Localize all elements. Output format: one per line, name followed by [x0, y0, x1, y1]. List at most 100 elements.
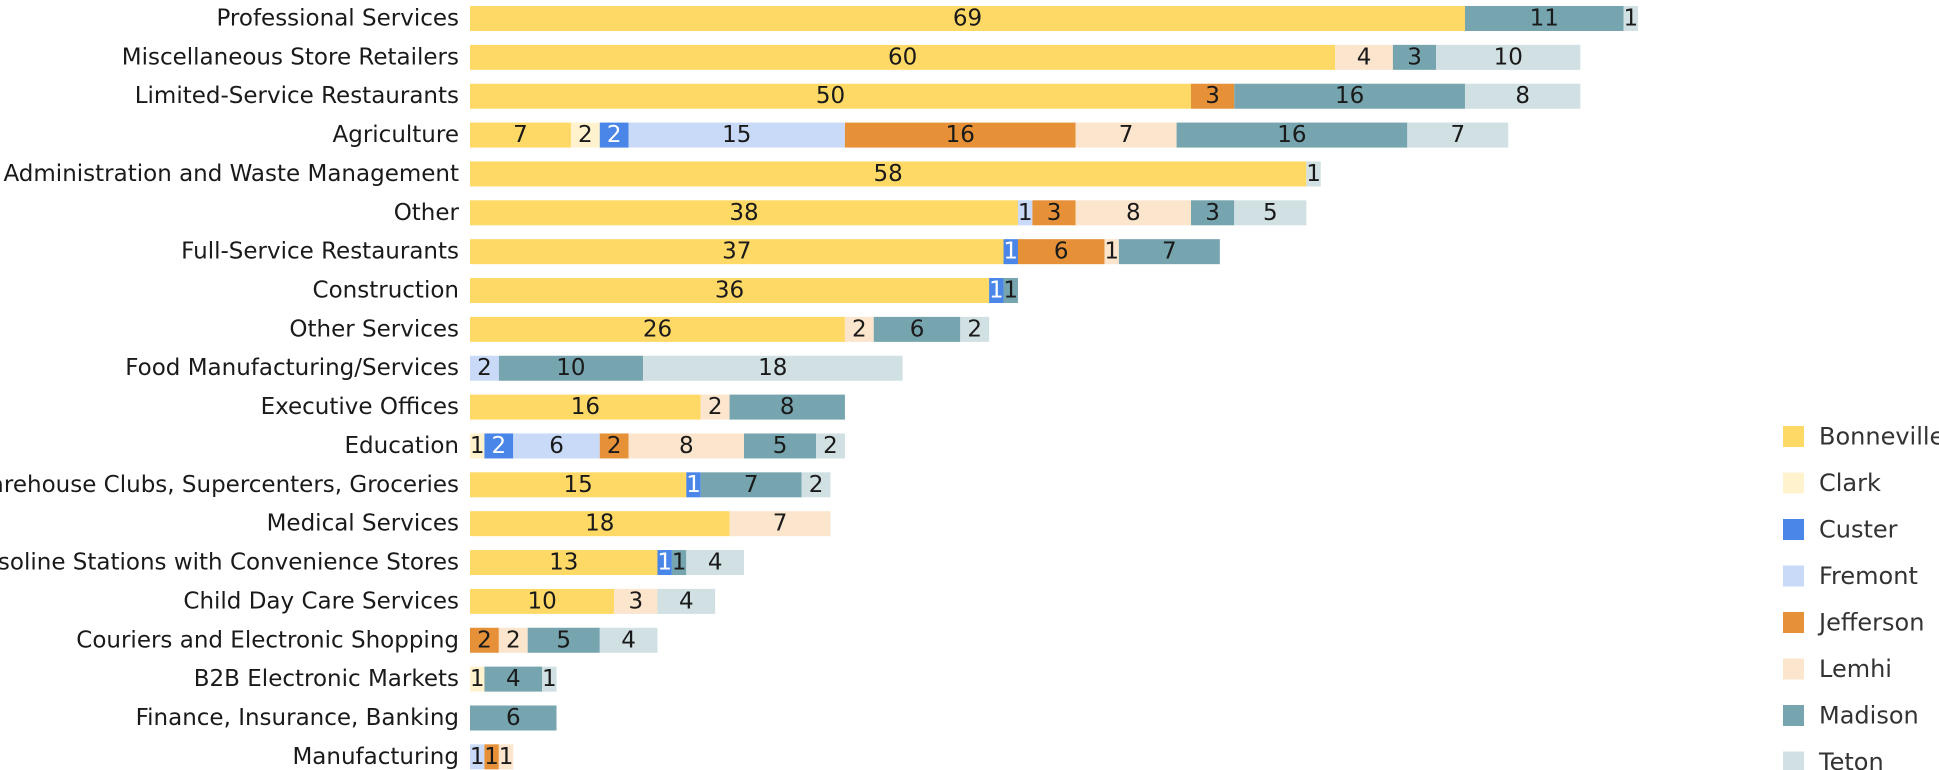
data-label: 1	[686, 472, 701, 498]
bar-segment	[1623, 6, 1639, 31]
data-label: 15	[564, 472, 593, 498]
bar-segment	[470, 83, 1191, 109]
data-label: 3	[1407, 44, 1422, 70]
data-label: 26	[643, 316, 672, 342]
data-label: 1	[1003, 278, 1018, 304]
bar-segment	[498, 744, 514, 770]
legend-label: Fremont	[1819, 562, 1918, 590]
bar-segment	[657, 588, 716, 614]
bar-segment	[470, 666, 485, 692]
data-label: 16	[571, 394, 600, 420]
bar-segment	[844, 316, 874, 342]
data-label: 1	[989, 278, 1004, 304]
bar-segment	[1104, 239, 1119, 265]
bar-segment	[470, 627, 499, 653]
data-label: 6	[506, 705, 521, 731]
data-label: 3	[1047, 200, 1062, 226]
data-label: 4	[1357, 44, 1372, 70]
data-label: 38	[729, 200, 758, 226]
bar-segment	[470, 433, 485, 459]
category-label: Couriers and Electronic Shopping	[76, 627, 459, 653]
bar-segment	[1234, 83, 1465, 109]
category-label: Full-Service Restaurants	[181, 239, 459, 265]
data-label: 4	[506, 666, 521, 692]
bar-segment	[470, 239, 1004, 265]
data-label: 7	[744, 472, 759, 498]
data-label: 1	[1306, 161, 1321, 187]
legend-swatch	[1783, 565, 1804, 587]
data-label: 10	[1494, 44, 1523, 70]
bar-segment	[1306, 161, 1321, 187]
bar-segment	[686, 472, 701, 498]
bar-segment	[470, 550, 658, 576]
bar-segment	[470, 472, 687, 498]
data-label: 7	[1450, 122, 1465, 148]
data-label: 6	[910, 316, 925, 342]
bar-segment	[470, 588, 615, 614]
bar-segment	[614, 588, 658, 614]
legend-label: Custer	[1819, 516, 1898, 544]
legend-swatch	[1783, 519, 1804, 540]
bar-segment	[1075, 122, 1177, 148]
data-label: 36	[715, 278, 744, 304]
bar-segment	[700, 472, 802, 498]
data-label: 4	[708, 550, 723, 576]
data-label: 2	[708, 394, 723, 420]
data-label: 1	[484, 744, 499, 770]
bar-segment	[470, 394, 701, 420]
data-label: 8	[1515, 83, 1530, 109]
data-label: 10	[527, 588, 556, 614]
data-label: 13	[549, 550, 578, 576]
data-label: 10	[556, 355, 585, 381]
bar-segment	[470, 705, 557, 731]
category-label: Limited-Service Restaurants	[135, 83, 459, 109]
data-label: 2	[477, 355, 492, 381]
bar-segment	[816, 433, 845, 459]
category-label: Construction	[313, 278, 459, 304]
legend-swatch	[1783, 658, 1804, 680]
bar-segment	[743, 433, 817, 459]
bar-segment	[989, 278, 1004, 304]
bar-segment	[686, 550, 744, 576]
category-label: Warehouse Clubs, Supercenters, Groceries	[0, 472, 459, 498]
data-label: 7	[513, 122, 528, 148]
bar-segment	[498, 627, 528, 653]
data-label: 1	[1018, 200, 1033, 226]
data-label: 2	[506, 627, 521, 653]
data-label: 69	[953, 6, 982, 32]
bar-segment	[1176, 122, 1408, 148]
bar-segment	[570, 122, 600, 148]
data-label: 18	[585, 511, 614, 537]
category-label: Education	[344, 433, 459, 459]
bar-segment	[470, 200, 1018, 226]
bar-segment	[628, 433, 744, 459]
data-label: 8	[1126, 200, 1141, 226]
data-label: 4	[621, 627, 636, 653]
data-label: 1	[1104, 239, 1119, 265]
bar-segment	[628, 122, 845, 148]
bar-segment	[729, 394, 845, 420]
bar-segment	[1436, 44, 1581, 70]
data-label: 2	[578, 122, 593, 148]
bar-segment	[1392, 44, 1437, 70]
data-label: 18	[758, 355, 787, 381]
data-label: 5	[773, 433, 788, 459]
bar-segment	[1032, 200, 1076, 226]
data-label: 1	[499, 744, 514, 770]
data-label: 1	[1003, 239, 1018, 265]
bar-segment	[484, 744, 499, 770]
category-label: Other	[394, 200, 460, 226]
data-label: 2	[607, 433, 622, 459]
bar-segment	[498, 355, 644, 381]
bar-segment	[470, 355, 499, 381]
bar-segment	[599, 122, 629, 148]
data-label: 4	[679, 588, 694, 614]
bar-segment	[1003, 278, 1018, 304]
category-label: Agriculture	[333, 122, 460, 148]
data-label: 1	[470, 744, 485, 770]
data-label: 3	[1205, 83, 1220, 109]
bar-segment	[527, 627, 600, 653]
data-label: 50	[816, 83, 845, 109]
